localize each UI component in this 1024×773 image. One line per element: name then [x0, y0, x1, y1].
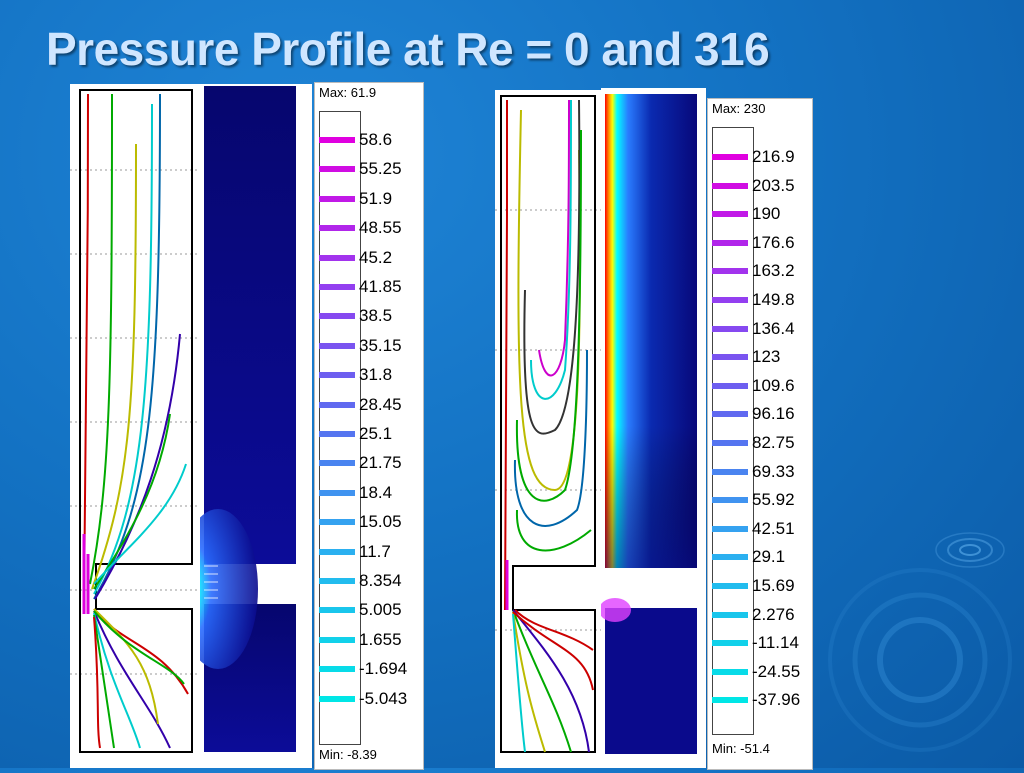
legend-swatch: [319, 489, 355, 496]
legend-swatch: [319, 548, 355, 555]
legend-value: 48.55: [359, 218, 402, 238]
legend-max: Max: 61.9: [319, 85, 377, 100]
legend-bar: [319, 111, 361, 745]
legend-value: 11.7: [359, 541, 391, 561]
legend-value: 51.9: [359, 188, 393, 208]
legend-value: 136.4: [752, 318, 795, 338]
legend-swatch: [319, 284, 355, 290]
legend-swatch: [712, 583, 748, 589]
legend-swatch: [319, 195, 355, 202]
legend-swatch: [712, 325, 748, 332]
legend-value: 176.6: [752, 232, 795, 252]
slide-title: Pressure Profile at Re = 0 and 316: [46, 23, 770, 75]
legend-value: 5.005: [359, 600, 402, 620]
legend-value: 163.2: [752, 261, 795, 281]
streamline-svg-re0: [70, 89, 200, 753]
legend-swatch: [712, 697, 748, 704]
legend-swatch: [319, 313, 355, 320]
colorbar-legend-re0: Max: 61.9 58.6 55.25 51.9 48.55 45.2 41.85 38.…: [314, 82, 424, 770]
legend-value: 69.33: [752, 461, 795, 481]
legend-swatch: [319, 401, 355, 408]
legend-swatch: [319, 372, 355, 379]
legend-value: 58.6: [359, 130, 393, 149]
legend-value: 18.4: [359, 482, 393, 502]
legend-swatch: [319, 636, 355, 643]
streamline-svg-re316: [495, 95, 601, 753]
legend-swatch: [319, 460, 355, 467]
legend-swatch: [712, 354, 748, 361]
legend-swatch: [712, 411, 748, 418]
legend-value: 55.92: [752, 490, 795, 510]
legend-swatch: [319, 342, 355, 349]
legend-swatch: [319, 578, 355, 584]
legend-swatch: [712, 611, 748, 618]
legend-swatch: [712, 640, 748, 647]
legend-swatch: [712, 211, 748, 218]
legend-value: 109.6: [752, 375, 795, 395]
legend-value: -1.694: [359, 659, 408, 679]
legend-value: 28.45: [359, 394, 402, 414]
legend-value: 216.9: [752, 147, 795, 166]
legend-value: 96.16: [752, 404, 795, 424]
legend-value: 29.1: [752, 547, 786, 567]
legend-value: 149.8: [752, 290, 795, 309]
legend-value: 8.354: [359, 571, 402, 590]
legend-value: 2.276: [752, 604, 795, 624]
legend-swatch: [319, 695, 355, 702]
legend-value: 190: [752, 204, 781, 224]
legend-swatch: [319, 225, 355, 232]
pressure-field-re316: [599, 88, 706, 768]
legend-swatch: [319, 166, 355, 173]
legend-swatch: [319, 254, 355, 261]
legend-value: 21.75: [359, 453, 402, 473]
legend-value: -37.96: [752, 690, 801, 710]
pressure-field-re0: [178, 84, 312, 768]
legend-min: Min: -8.39: [319, 747, 377, 762]
legend-swatch: [319, 519, 355, 526]
pressure-field-svg-re316: [599, 94, 697, 754]
legend-swatch: [712, 297, 748, 303]
legend-value: 41.85: [359, 277, 402, 296]
legend-value: 82.75: [752, 433, 795, 452]
ripple-decoration-2: [828, 568, 1012, 752]
legend-bar: [712, 127, 754, 735]
legend-value: -5.043: [359, 688, 408, 708]
legend-value: 35.15: [359, 335, 402, 355]
ripple-decoration: [935, 532, 1005, 568]
legend-swatch: [712, 239, 748, 246]
legend-min: Min: -51.4: [712, 741, 770, 756]
streamline-plot-re0: [70, 84, 200, 768]
legend-value: 25.1: [359, 424, 393, 443]
legend-value: -11.14: [752, 633, 799, 653]
legend-swatch: [319, 431, 355, 437]
legend-value: 15.69: [752, 576, 795, 595]
legend-swatch: [712, 497, 748, 504]
legend-swatch: [712, 525, 748, 532]
legend-value: 1.655: [359, 629, 402, 649]
legend-swatch: [712, 468, 748, 475]
legend-value: 38.5: [359, 306, 393, 326]
legend-value: 42.51: [752, 518, 795, 538]
colorbar-legend-re316: Max: 230 216.9 203.5 190 176.6 163.2 149.8 136…: [707, 98, 813, 770]
legend-value: 55.25: [359, 159, 402, 179]
pressure-field-svg-re0: [178, 86, 296, 752]
legend-swatch: [319, 137, 355, 143]
legend-swatch: [319, 666, 355, 673]
legend-value: 15.05: [359, 512, 402, 532]
legend-max: Max: 230: [712, 101, 766, 116]
legend-swatch: [712, 268, 748, 275]
legend-swatch: [712, 154, 748, 160]
legend-value: 203.5: [752, 175, 795, 195]
legend-swatch: [319, 607, 355, 614]
legend-value: 45.2: [359, 247, 393, 267]
legend-swatch: [712, 182, 748, 189]
legend-value: 31.8: [359, 365, 393, 385]
legend-value: 123: [752, 347, 781, 367]
streamline-plot-re316: [495, 90, 601, 768]
legend-value: -24.55: [752, 661, 801, 681]
legend-swatch: [712, 668, 748, 675]
legend-swatch: [712, 382, 748, 389]
legend-swatch: [712, 554, 748, 561]
legend-swatch: [712, 440, 748, 446]
